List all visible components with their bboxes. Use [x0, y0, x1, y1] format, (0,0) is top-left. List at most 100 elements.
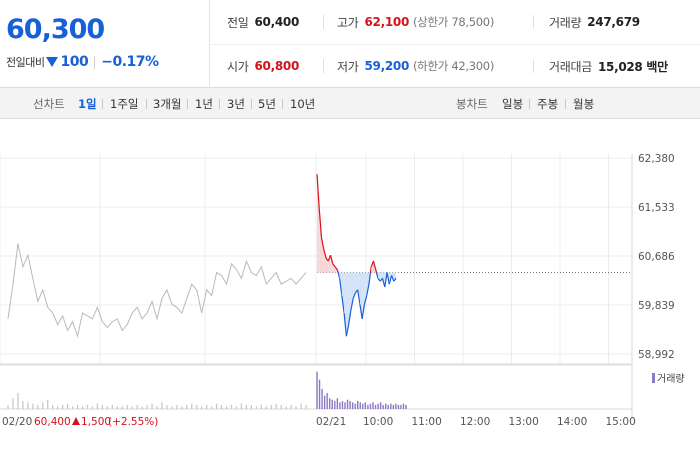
area-below-ref: [346, 272, 349, 337]
candle-chart-label: 봉차트: [456, 97, 488, 111]
chart-series: [7, 174, 632, 339]
stat-high: 고가 62,100 (상한가 78,500): [337, 0, 494, 44]
quote-header: 60,300 전일대비 100 −0.17% 전일 60,400 고가 62,1…: [0, 0, 700, 88]
x-tick-label: 15:00: [606, 416, 636, 428]
price-segment-down: [352, 292, 356, 299]
period-1y[interactable]: 1년: [195, 97, 213, 111]
candle-weekly[interactable]: 주봉: [537, 97, 559, 111]
area-below-ref: [341, 272, 345, 314]
area-below-ref: [393, 272, 397, 282]
stat-value: 247,679: [587, 15, 640, 29]
divider: [533, 59, 534, 73]
stat-prev-close: 전일 60,400: [227, 0, 299, 44]
price-segment-up: [336, 269, 339, 273]
down-triangle-icon: [46, 57, 59, 67]
price-segment-down: [338, 278, 343, 296]
stat-trade-value: 거래대금 15,028 백만: [549, 44, 668, 88]
period-1d[interactable]: 1일: [78, 97, 97, 111]
area-above-ref: [319, 208, 322, 273]
period-bar: 선차트 1일 1주일 3개월 1년 3년 5년 10년 봉차트 일봉 주봉 월봉: [0, 88, 700, 119]
change-amount: 100: [60, 54, 89, 70]
price-segment-down: [357, 289, 361, 305]
stat-label: 저가: [337, 59, 359, 74]
stat-sub: (상한가 78,500): [413, 15, 495, 29]
price-segment-up: [370, 260, 375, 267]
area-above-ref: [317, 174, 320, 273]
y-tick-label: 60,686: [638, 251, 675, 263]
period-1w[interactable]: 1주일: [110, 97, 139, 111]
candle-daily[interactable]: 일봉: [502, 97, 524, 111]
price-chart[interactable]: 62,380 61,533 60,686 59,839 58,992 거래량 02/20…: [0, 119, 700, 450]
period-3y[interactable]: 3년: [227, 97, 245, 111]
divider: [565, 99, 566, 109]
period-10y[interactable]: 10년: [290, 97, 316, 111]
price-segment-down: [384, 272, 388, 288]
price-segment-up: [323, 249, 327, 259]
y-tick-label: 61,533: [638, 202, 675, 214]
price-segment-up: [332, 263, 336, 268]
quote-stats: 전일 60,400 고가 62,100 (상한가 78,500) 거래량 247…: [211, 0, 700, 88]
area-below-ref: [387, 272, 390, 285]
candle-monthly[interactable]: 월봉: [573, 97, 595, 111]
price-summary: 60,300 전일대비 100 −0.17%: [0, 0, 210, 88]
stat-value: 15,028 백만: [597, 59, 668, 74]
divider: [323, 15, 324, 29]
price-segment-down: [348, 310, 352, 325]
price-segment-up: [369, 266, 372, 273]
price-segment-up: [329, 255, 334, 265]
divider: [282, 99, 283, 109]
period-3m[interactable]: 3개월: [153, 97, 182, 111]
price-segment-down: [359, 304, 363, 319]
price-segment-up: [318, 208, 323, 238]
stat-sub: (하한가 42,300): [413, 59, 495, 73]
volume-chart: 거래량: [0, 364, 685, 410]
area-below-ref: [344, 272, 347, 337]
price-segment-up: [320, 237, 325, 250]
price-segment-down: [388, 275, 393, 285]
price-segment-down: [375, 272, 379, 279]
stat-label: 시가: [227, 59, 249, 74]
price-segment-up: [375, 269, 378, 273]
divider: [533, 15, 534, 29]
price-segment-down: [350, 298, 354, 311]
change-row: 전일대비 100 −0.17%: [6, 54, 159, 70]
price-segment-down: [341, 295, 345, 314]
price-segment-up: [372, 260, 377, 270]
volume-legend-label: 거래량: [657, 373, 685, 385]
x-tick-label: 12:00: [460, 416, 490, 428]
x-tick-label: 14:00: [557, 416, 587, 428]
price-segment-up: [316, 174, 320, 209]
divider: [211, 44, 700, 45]
area-below-ref: [355, 272, 358, 293]
stat-label: 거래대금: [549, 59, 592, 74]
divider: [146, 99, 147, 109]
stat-low: 저가 59,200 (하한가 42,300): [337, 44, 494, 88]
x-tick-date-today: 02/21: [316, 416, 346, 428]
price-segment-up: [334, 266, 338, 271]
area-below-ref: [377, 272, 381, 282]
price-segment-down: [393, 277, 397, 282]
period-5y[interactable]: 5년: [258, 97, 276, 111]
price-segment-down: [361, 304, 366, 319]
divider: [251, 99, 252, 109]
price-segment-down: [345, 324, 350, 337]
price-segment-down: [343, 312, 347, 337]
x-tick-date-prev: 02/20: [2, 416, 32, 428]
change-rate: −0.17%: [101, 54, 159, 70]
up-triangle-icon: [72, 417, 80, 425]
stat-label: 전일: [227, 15, 249, 30]
x-tick-label: 10:00: [363, 416, 393, 428]
stat-open: 시가 60,800: [227, 44, 299, 88]
current-price: 60,300: [6, 14, 105, 45]
area-above-ref: [326, 258, 329, 273]
divider: [94, 55, 96, 69]
price-segment-down: [386, 272, 390, 285]
y-tick-label: 58,992: [638, 349, 675, 361]
stat-volume: 거래량 247,679: [549, 0, 640, 44]
prev-change-label: 1,500: [81, 416, 111, 428]
prev-close-label: 60,400: [34, 416, 71, 428]
x-tick-label: 11:00: [412, 416, 442, 428]
price-segment-down: [368, 272, 372, 285]
price-segment-down: [390, 275, 395, 282]
area-below-ref: [353, 272, 356, 299]
